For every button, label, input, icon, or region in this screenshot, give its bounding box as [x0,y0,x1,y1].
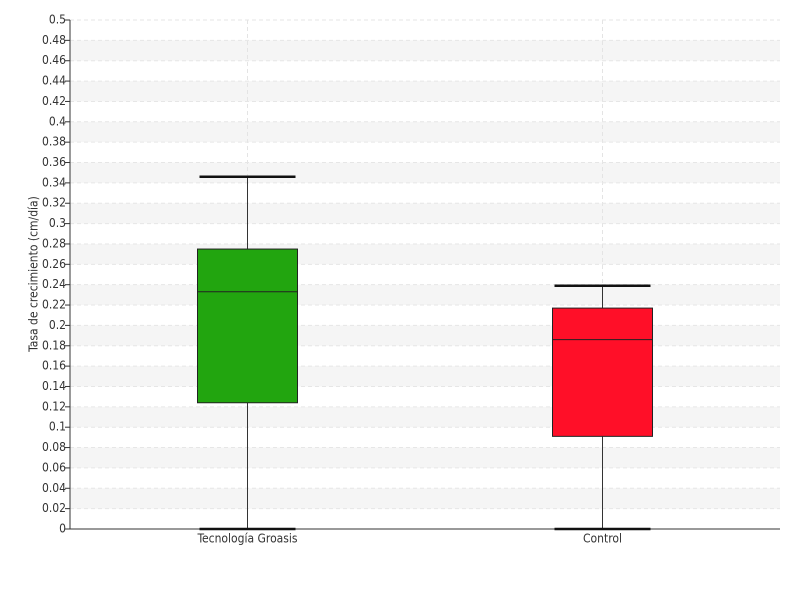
y-tick-label: 0.36 [42,155,66,169]
grid-band [70,40,780,61]
y-tick-label: 0.38 [42,135,66,149]
y-tick-label: 0.5 [49,13,66,27]
y-tick-label: 0.06 [42,460,66,474]
box [552,307,653,437]
y-tick-label: 0.4 [49,114,66,128]
grid-band [70,284,780,306]
y-tick-label: 0.28 [42,236,66,250]
y-axis-label: Tasa de crecimiento (cm/día) [27,196,41,353]
y-tick-label: 0.26 [42,257,66,271]
y-tick-label: 0.44 [42,74,66,88]
y-tick-label: 0.08 [42,440,66,454]
y-tick-label: 0.22 [42,298,66,312]
y-tick-label: 0.32 [42,196,66,210]
y-tick-label: 0.14 [42,379,66,393]
grid-band [70,243,780,265]
grid-band [70,121,780,143]
x-tick-label: Tecnología Groasis [196,532,297,546]
y-tick-label: 0.34 [42,175,66,189]
y-tick-label: 0 [59,522,66,536]
y-tick-label: 0.04 [42,481,66,495]
y-tick-label: 0.12 [42,399,66,413]
y-tick-label: 0.3 [49,216,66,230]
grid-band [70,325,780,346]
y-tick-label: 0.1 [49,420,66,434]
grid-band [70,162,780,183]
x-tick-label: Control [583,532,622,546]
grid-band [70,447,780,468]
grid-band [70,488,780,509]
y-tick-label: 0.42 [42,94,66,108]
y-tick-label: 0.48 [42,33,66,47]
grid-band [70,203,780,224]
grid-band [70,81,780,102]
grid-band [70,366,780,387]
y-tick-label: 0.16 [42,359,66,373]
y-tick-label: 0.18 [42,338,66,352]
y-tick-label: 0.2 [49,318,66,332]
box [197,248,298,404]
y-tick-label: 0.24 [42,277,66,291]
grid-band [70,406,780,428]
y-tick-label: 0.46 [42,53,66,67]
y-tick-label: 0.02 [42,501,66,515]
